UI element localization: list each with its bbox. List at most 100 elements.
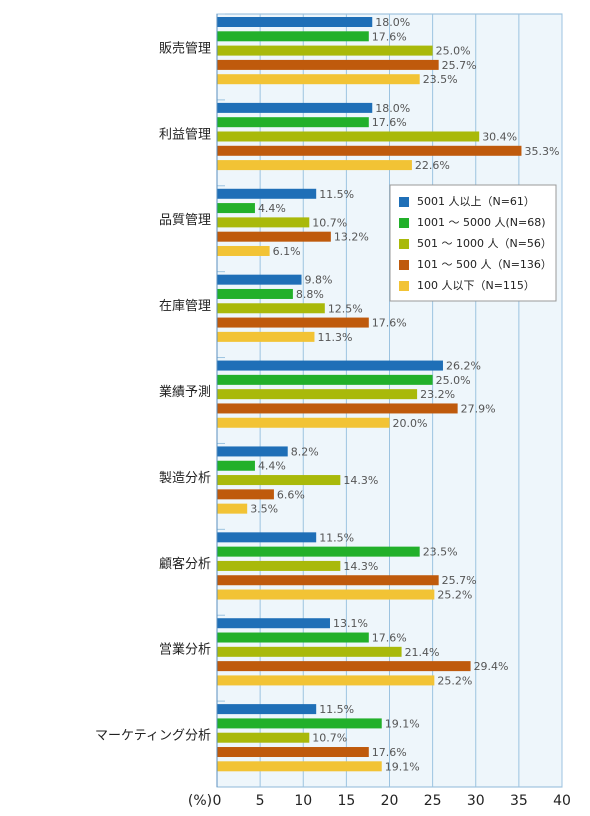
x-tick-label: 15 [337, 793, 355, 809]
value-label: 25.0% [436, 374, 471, 387]
value-label: 23.2% [420, 388, 455, 401]
legend-label: 1001 ～ 5000 人(N=68) [417, 216, 546, 229]
y-tick-label: 営業分析 [159, 642, 211, 658]
bar [217, 145, 522, 156]
bar [217, 646, 402, 657]
value-label: 3.5% [250, 503, 278, 516]
y-tick-label: 品質管理 [159, 213, 211, 228]
value-label: 14.3% [343, 560, 378, 573]
bar [217, 675, 435, 686]
value-label: 14.3% [343, 474, 378, 487]
bar [217, 718, 382, 729]
value-label: 6.6% [277, 488, 305, 501]
y-tick-label: 製造分析 [159, 471, 211, 486]
value-label: 18.0% [375, 16, 410, 29]
bar [217, 245, 270, 256]
bar [217, 274, 302, 285]
y-tick-label: 在庫管理 [159, 299, 211, 314]
bar [217, 59, 439, 70]
x-tick-label: 35 [510, 793, 528, 809]
value-label: 23.5% [423, 546, 458, 559]
value-label: 4.4% [258, 460, 286, 473]
value-label: 19.1% [385, 717, 420, 730]
bar [217, 632, 369, 643]
bar [217, 661, 471, 672]
bar [217, 475, 341, 486]
x-tick-label: 0 [213, 793, 222, 809]
value-label: 25.7% [442, 574, 477, 587]
value-label: 8.2% [291, 445, 319, 458]
y-tick-label: 販売管理 [159, 40, 211, 56]
value-label: 29.4% [474, 660, 509, 673]
bar [217, 618, 330, 629]
legend-swatch [399, 260, 409, 270]
bar [217, 489, 274, 500]
bar [217, 303, 325, 314]
y-tick-label: 利益管理 [159, 127, 211, 142]
value-label: 10.7% [312, 216, 347, 229]
bar [217, 231, 331, 242]
value-label: 4.4% [258, 202, 286, 215]
bar [217, 188, 317, 199]
value-label: 17.6% [372, 317, 407, 330]
value-label: 27.9% [461, 402, 496, 415]
bar [217, 446, 288, 457]
y-tick-label: マーケティング分析 [95, 729, 211, 744]
value-label: 17.6% [372, 30, 407, 43]
value-label: 23.5% [423, 73, 458, 86]
value-label: 11.5% [319, 703, 354, 716]
bar [217, 288, 293, 299]
bar [217, 460, 255, 471]
bar [217, 589, 435, 600]
x-tick-label: 10 [294, 793, 312, 809]
bar [217, 74, 420, 85]
bar [217, 17, 373, 27]
value-label: 25.2% [437, 674, 472, 687]
legend-swatch [399, 281, 409, 291]
value-label: 22.6% [415, 159, 450, 172]
x-tick-label: 20 [381, 793, 399, 809]
legend-swatch [399, 218, 409, 228]
bar [217, 546, 420, 557]
value-label: 18.0% [375, 102, 410, 115]
value-label: 21.4% [405, 646, 440, 659]
legend-label: 100 人以下（N=115） [417, 279, 535, 292]
value-label: 19.1% [385, 760, 420, 773]
bar [217, 331, 315, 342]
value-label: 11.5% [319, 531, 354, 544]
value-label: 26.2% [446, 360, 481, 373]
value-label: 10.7% [312, 732, 347, 745]
value-label: 25.7% [442, 59, 477, 72]
bar [217, 503, 248, 514]
value-label: 13.2% [334, 231, 369, 244]
bar [217, 360, 443, 371]
bar [217, 160, 412, 171]
bar [217, 217, 310, 228]
x-tick-label: 30 [467, 793, 485, 809]
bar [217, 45, 433, 56]
value-label: 13.1% [333, 617, 368, 630]
bar [217, 732, 310, 743]
value-label: 17.6% [372, 632, 407, 645]
value-label: 30.4% [482, 130, 517, 143]
legend-swatch [399, 239, 409, 249]
bar [217, 761, 382, 772]
bar [217, 317, 369, 328]
legend-swatch [399, 197, 409, 207]
value-label: 11.3% [317, 331, 352, 344]
value-label: 20.0% [393, 417, 428, 430]
y-tick-label: 業績予測 [159, 384, 211, 400]
value-label: 35.3% [524, 145, 559, 158]
bar [217, 117, 369, 128]
value-label: 9.8% [305, 274, 333, 287]
bar [217, 417, 390, 428]
bar [217, 31, 369, 42]
x-axis-label: (%) [188, 793, 212, 809]
bar [217, 374, 433, 385]
bar [217, 532, 317, 543]
legend-label: 5001 人以上（N=61） [417, 195, 535, 208]
value-label: 6.1% [273, 245, 301, 258]
value-label: 8.8% [296, 288, 324, 301]
x-tick-label: 40 [553, 793, 571, 809]
